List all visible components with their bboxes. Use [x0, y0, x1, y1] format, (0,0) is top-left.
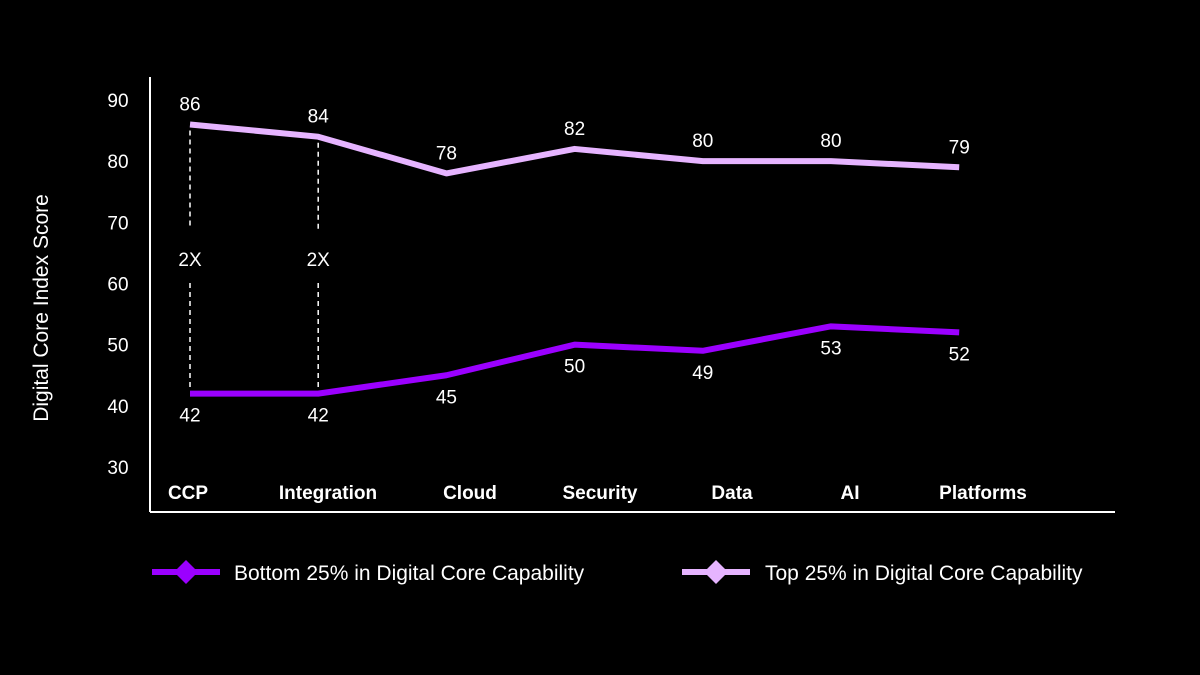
- data-label-bottom-25: 49: [692, 363, 713, 384]
- x-category-label: Cloud: [443, 483, 497, 504]
- data-label-top-25: 79: [949, 137, 970, 158]
- legend-label: Top 25% in Digital Core Capability: [765, 562, 1083, 585]
- x-category-label: Integration: [279, 483, 377, 504]
- y-ticks: 90 80 70 60 50 40 30: [107, 91, 128, 479]
- data-label-top-25: 80: [820, 131, 841, 152]
- y-tick-label: 90: [107, 91, 128, 112]
- data-labels: 42 42 45 50 49 53 52 86 84 78 82 80 80 79: [179, 94, 969, 426]
- series-lines: [189, 121, 960, 397]
- y-tick-label: 80: [107, 152, 128, 173]
- legend: Bottom 25% in Digital Core Capability Top…: [152, 560, 1083, 585]
- x-category-label: AI: [841, 483, 860, 504]
- axes: [149, 77, 1115, 513]
- y-tick-label: 60: [107, 275, 128, 296]
- x-category-label: Data: [711, 483, 753, 504]
- data-label-top-25: 82: [564, 119, 585, 140]
- data-label-bottom-25: 42: [179, 406, 200, 427]
- data-label-top-25: 80: [692, 131, 713, 152]
- x-category-label: CCP: [168, 483, 208, 504]
- y-axis-title-group: Digital Core Index Score: [30, 194, 53, 422]
- y-tick-label: 40: [107, 397, 128, 418]
- data-label-bottom-25: 50: [564, 357, 585, 378]
- data-label-top-25: 86: [179, 94, 200, 115]
- annotation-label: 2X: [307, 250, 331, 271]
- legend-label: Bottom 25% in Digital Core Capability: [234, 562, 585, 585]
- data-label-bottom-25: 53: [820, 338, 841, 359]
- data-label-top-25: 84: [308, 107, 330, 128]
- y-tick-label: 30: [107, 458, 128, 479]
- y-tick-label: 70: [107, 213, 128, 234]
- annotation-label: 2X: [178, 250, 202, 271]
- data-label-bottom-25: 45: [436, 387, 457, 408]
- legend-diamond-icon: [174, 560, 198, 584]
- annotation-lines: 2X 2X: [178, 130, 331, 390]
- series-line-bottom-25: [190, 323, 960, 397]
- x-category-label: Platforms: [939, 483, 1027, 504]
- y-tick-label: 50: [107, 336, 128, 357]
- series-line-top-25: [189, 121, 960, 177]
- data-label-bottom-25: 52: [949, 344, 970, 365]
- data-label-bottom-25: 42: [308, 406, 329, 427]
- x-category-label: Security: [563, 483, 638, 504]
- y-axis-title: Digital Core Index Score: [30, 194, 53, 422]
- x-categories: CCP Integration Cloud Security Data AI Platfor…: [168, 483, 1027, 504]
- legend-diamond-icon: [704, 560, 728, 584]
- data-label-top-25: 78: [436, 143, 457, 164]
